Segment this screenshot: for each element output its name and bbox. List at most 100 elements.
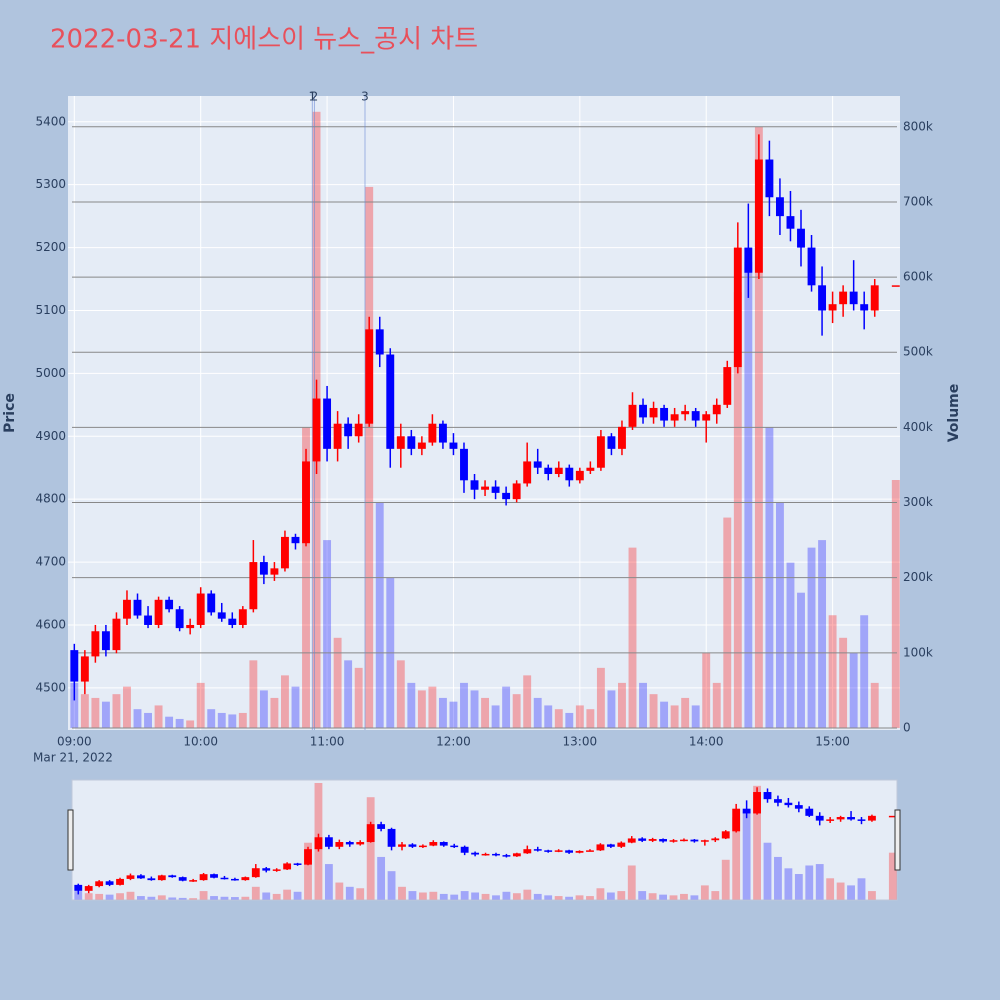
y2-tick-label: 100k <box>903 645 933 659</box>
volume-bar <box>712 682 721 728</box>
slider-volume-bar <box>398 886 406 900</box>
chart-title: 2022-03-21 지에스이 뉴스_공시 차트 <box>50 25 478 55</box>
slider-candle-body <box>293 863 302 865</box>
slider-volume-bar <box>304 842 312 900</box>
volume-bar <box>691 705 700 728</box>
candle-body <box>438 423 447 443</box>
candle-body <box>891 285 900 287</box>
candle-body <box>270 568 279 575</box>
slider-volume-bar <box>774 856 782 900</box>
volume-bar <box>281 675 289 728</box>
slider-volume-bar <box>241 896 250 900</box>
slider-candle-body <box>627 838 636 843</box>
candle-body <box>238 609 247 625</box>
volume-bar <box>660 701 669 728</box>
slider-candle-body <box>794 805 803 809</box>
slider-candle-body <box>492 853 500 856</box>
slider-candle-body <box>502 855 511 857</box>
slider-volume-bar <box>533 893 542 900</box>
candle-body <box>217 612 226 619</box>
slider-handle[interactable] <box>894 809 901 871</box>
volume-bar <box>365 186 374 728</box>
slider-candle-body <box>137 875 145 879</box>
y-tick-label: 5200 <box>35 240 66 254</box>
slider-candle-body <box>283 863 292 870</box>
candle-body <box>460 448 468 481</box>
candle-body <box>775 197 784 217</box>
x-tick-label: 13:00 <box>563 735 598 749</box>
candle-body <box>259 562 268 575</box>
volume-bar <box>491 705 500 728</box>
slider-candle-body <box>826 819 835 821</box>
volume-bar <box>80 694 89 728</box>
candle-body <box>575 470 584 481</box>
candle-body <box>670 414 679 421</box>
slider-volume-bar <box>105 894 114 900</box>
volume-bar <box>733 292 742 728</box>
candle-body <box>133 599 142 616</box>
volume-bar <box>797 592 805 728</box>
slider-candle-body <box>732 808 741 832</box>
slider-volume-bar <box>74 891 83 900</box>
volume-bar <box>807 547 816 728</box>
slider-volume-bar <box>481 893 490 900</box>
slider-candle-body <box>460 846 469 853</box>
candle-body <box>186 624 195 629</box>
volume-bar <box>407 682 416 728</box>
y-tick-label: 4800 <box>35 492 66 506</box>
volume-bar <box>670 705 679 728</box>
slider-volume-bar <box>606 892 615 900</box>
slider-candle-body <box>220 877 229 880</box>
slider-volume-bar <box>283 889 292 900</box>
y-tick-label: 4900 <box>35 429 66 443</box>
slider-volume-bar <box>439 893 448 900</box>
volume-bar <box>217 712 226 728</box>
slider-handle[interactable] <box>67 809 74 871</box>
slider-candle-body <box>471 852 480 855</box>
y2-axis-title: Volume <box>946 384 962 443</box>
slider-volume-bar <box>888 852 897 900</box>
slider-volume-bar <box>512 893 521 900</box>
volume-bar <box>238 712 247 728</box>
slider-candle-body <box>116 878 124 885</box>
slider-volume-bar <box>638 891 647 900</box>
candle-body <box>828 304 837 311</box>
slider-candle-body <box>596 844 605 851</box>
slider-candle-body <box>721 831 730 839</box>
volume-bar <box>702 652 711 728</box>
slider-volume-bar <box>418 892 427 900</box>
candle-body <box>860 304 869 311</box>
slider-volume-bar <box>366 797 375 900</box>
candle-body <box>712 404 721 415</box>
candle-body <box>312 398 321 462</box>
y2-tick-label: 600k <box>903 270 933 284</box>
y2-tick-label: 200k <box>903 570 933 584</box>
candle-body <box>554 467 563 475</box>
slider-volume-bar <box>220 896 229 900</box>
y2-tick-label: 300k <box>903 495 933 509</box>
volume-bar <box>375 502 384 728</box>
candle-body <box>565 467 574 481</box>
candle-body <box>333 423 342 449</box>
volume-bar <box>554 709 563 728</box>
candle-body <box>754 159 763 273</box>
candle-body <box>154 599 163 625</box>
slider-volume-bar <box>116 893 124 900</box>
slider-volume-bar <box>753 785 761 900</box>
slider-volume-bar <box>711 891 720 900</box>
slider-candle-body <box>586 850 594 852</box>
slider-candle-body <box>606 844 615 847</box>
slider-volume-bar <box>627 865 636 900</box>
slider-candle-body <box>523 849 532 854</box>
slider-candle-body <box>210 874 218 878</box>
slider-volume-bar <box>784 868 793 900</box>
x-tick-label: 09:00 <box>57 735 92 749</box>
candle-body <box>481 486 490 490</box>
slider-volume-bar <box>700 885 709 900</box>
candle-body <box>523 461 532 484</box>
slider-candle-body <box>659 839 667 842</box>
slider-candle-body <box>126 875 135 879</box>
volume-bar <box>123 686 131 728</box>
volume-bar <box>186 720 195 728</box>
candle-body <box>544 467 553 475</box>
